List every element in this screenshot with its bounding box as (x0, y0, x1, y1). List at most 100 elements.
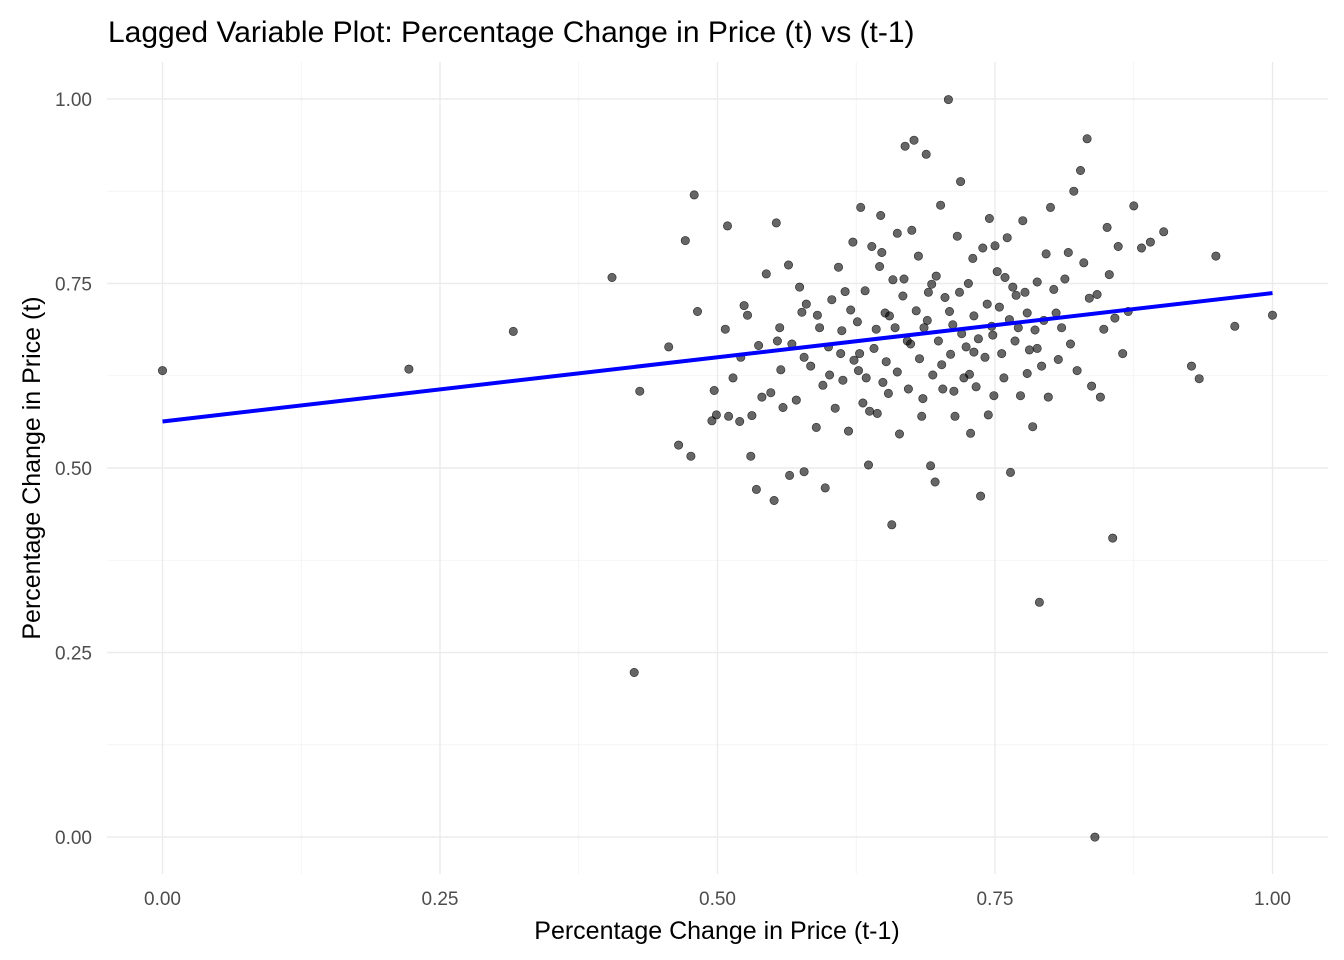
data-point (1099, 324, 1109, 334)
data-point (898, 291, 908, 301)
data-point (903, 384, 913, 394)
data-point (761, 269, 771, 279)
data-point (933, 336, 943, 346)
data-point (909, 135, 919, 145)
data-point (830, 403, 840, 413)
data-point (1024, 345, 1034, 355)
data-point (1010, 336, 1020, 346)
y-tick-label: 0.75 (55, 274, 92, 295)
data-point (1022, 368, 1032, 378)
data-point (1113, 242, 1123, 252)
data-point (917, 411, 927, 421)
data-point (1087, 381, 1097, 391)
data-point (913, 251, 923, 261)
data-point (689, 190, 699, 200)
x-tick-label: 0.75 (977, 889, 1014, 910)
data-point (1066, 339, 1076, 349)
x-tick-label: 0.00 (144, 889, 181, 910)
data-point (1057, 323, 1067, 333)
data-point (825, 370, 835, 380)
data-point (940, 292, 950, 302)
data-points (158, 95, 1278, 842)
data-point (746, 451, 756, 461)
data-point (799, 467, 809, 477)
data-point (914, 354, 924, 364)
data-point (1060, 274, 1070, 284)
data-point (943, 95, 953, 105)
data-point (1046, 202, 1056, 212)
data-point (1268, 310, 1278, 320)
data-point (724, 411, 734, 421)
data-point (1008, 282, 1018, 292)
data-point (1041, 249, 1051, 259)
data-point (1095, 392, 1105, 402)
data-point (994, 302, 1004, 312)
data-point (852, 317, 862, 327)
data-point (980, 352, 990, 362)
data-point (785, 470, 795, 480)
data-point (728, 373, 738, 383)
x-tick-label: 0.50 (699, 889, 736, 910)
data-point (976, 491, 986, 501)
data-point (990, 241, 1000, 251)
data-point (926, 461, 936, 471)
data-point (1028, 422, 1038, 432)
data-point (921, 149, 931, 159)
y-tick-label: 1.00 (55, 90, 92, 111)
data-point (836, 349, 846, 359)
data-point (876, 211, 886, 221)
data-point (1211, 251, 1221, 261)
data-point (931, 271, 941, 281)
data-point (966, 428, 976, 438)
data-point (739, 301, 749, 311)
data-point (969, 347, 979, 357)
data-point (686, 451, 696, 461)
data-point (799, 352, 809, 362)
data-point (771, 218, 781, 228)
data-point (1082, 134, 1092, 144)
data-point (776, 365, 786, 375)
x-tick-label: 0.25 (422, 889, 459, 910)
data-point (982, 299, 992, 309)
data-point (881, 357, 891, 367)
data-point (950, 411, 960, 421)
data-point (871, 324, 881, 334)
data-point (795, 282, 805, 292)
data-point (961, 342, 971, 352)
data-point (887, 520, 897, 530)
data-point (1230, 321, 1240, 331)
data-point (1015, 391, 1025, 401)
data-point (1011, 290, 1021, 300)
data-point (1002, 233, 1012, 243)
data-point (860, 286, 870, 296)
data-point (899, 274, 909, 284)
y-axis-title: Percentage Change in Price (t) (18, 296, 46, 639)
data-point (923, 287, 933, 297)
data-point (635, 386, 645, 396)
data-point (1032, 277, 1042, 287)
data-point (928, 370, 938, 380)
data-point (1159, 227, 1169, 237)
data-point (1030, 325, 1040, 335)
data-point (856, 202, 866, 212)
data-point (918, 394, 928, 404)
data-point (983, 410, 993, 420)
data-point (837, 326, 847, 336)
data-point (722, 221, 732, 231)
data-point (978, 243, 988, 253)
data-point (1005, 467, 1015, 477)
data-point (1084, 293, 1094, 303)
data-point (892, 228, 902, 238)
y-tick-label: 0.25 (55, 644, 92, 665)
data-point (944, 306, 954, 316)
data-point (766, 388, 776, 398)
data-point (999, 373, 1009, 383)
data-point (791, 395, 801, 405)
data-point (853, 366, 863, 376)
data-point (984, 214, 994, 224)
data-point (938, 384, 948, 394)
data-point (742, 310, 752, 320)
data-point (971, 382, 981, 392)
data-point (989, 391, 999, 401)
